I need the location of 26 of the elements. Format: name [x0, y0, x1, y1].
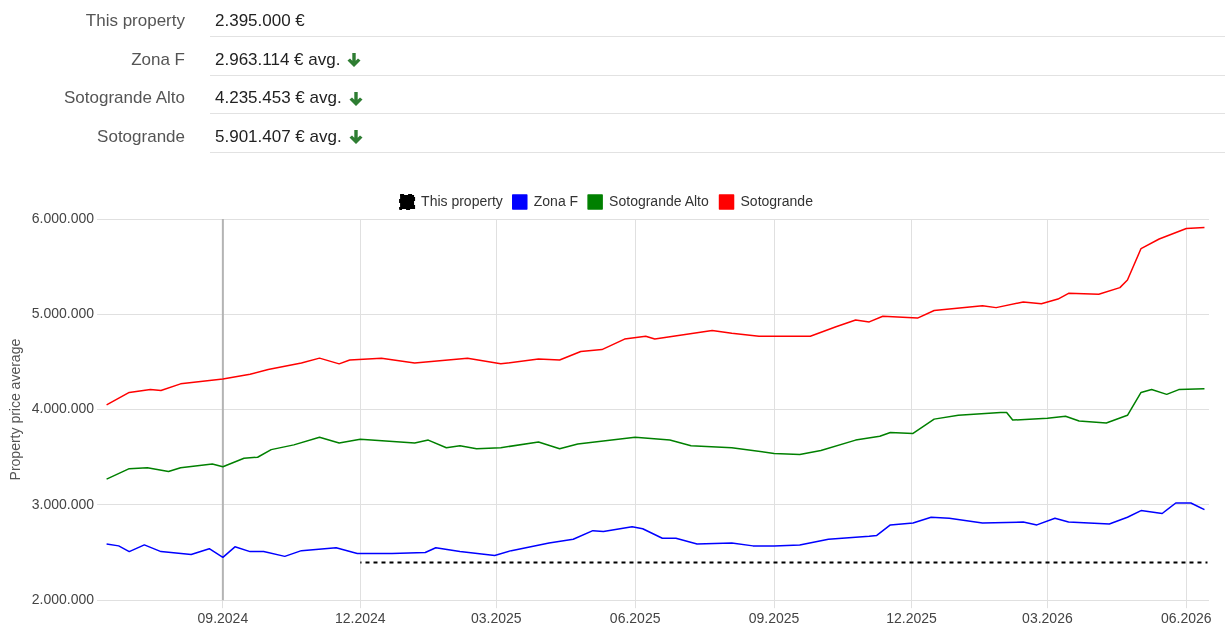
text: 2.395.000 € — [215, 11, 305, 30]
y-axis-title: Property price average — [7, 338, 24, 481]
text: 4.235.453 € avg. — [215, 88, 342, 107]
text: Sotogrande Alto — [64, 88, 185, 108]
x-tick-label: 09.2025 — [748, 610, 800, 627]
text: 5.901.407 € avg. — [215, 126, 342, 146]
text: 2.963.114 € avg. — [215, 49, 341, 69]
y-tick-label: 6.000.000 — [31, 209, 95, 226]
y-tick-label: 4.000.000 — [31, 400, 95, 417]
y-tick-label: 5.000.000 — [31, 305, 95, 322]
y-tick-label: 3.000.000 — [31, 495, 95, 512]
text: This property — [85, 11, 185, 31]
x-tick-label: 12.2025 — [886, 610, 938, 627]
text: Zona F — [131, 49, 185, 70]
x-tick-label: 12.2024 — [334, 610, 386, 627]
x-tick-label: 03.2025 — [470, 610, 522, 627]
x-tick-label: 03.2026 — [1022, 610, 1073, 627]
x-tick-label: 06.2025 — [609, 610, 661, 627]
legend-label: Sotogrande — [740, 192, 814, 209]
y-tick-label: 2.000.000 — [31, 591, 95, 608]
legend-label: This property — [421, 192, 503, 209]
legend-label: Sotogrande Alto — [609, 192, 709, 209]
legend-label: Zona F — [533, 192, 579, 209]
x-tick-label: 06.2026 — [1161, 610, 1212, 627]
x-tick-label: 09.2024 — [197, 610, 249, 627]
text: Sotogrande — [97, 126, 185, 147]
